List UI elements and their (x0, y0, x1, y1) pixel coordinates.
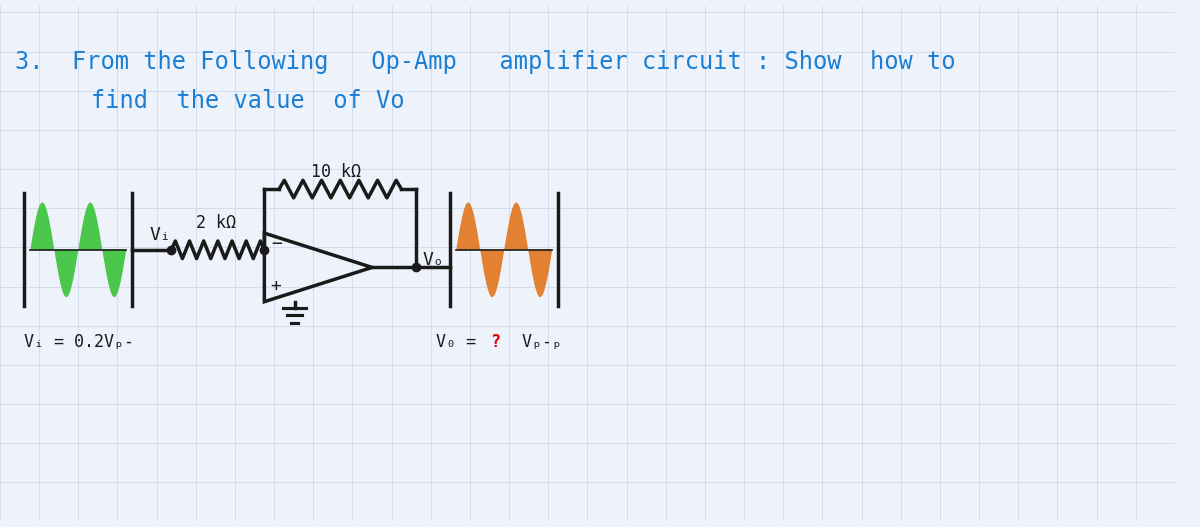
Polygon shape (30, 202, 54, 250)
Polygon shape (528, 250, 552, 297)
Polygon shape (102, 250, 126, 297)
Text: Vᵢ = 0.2Vₚ-: Vᵢ = 0.2Vₚ- (24, 333, 134, 351)
Polygon shape (504, 202, 528, 250)
Text: 2 kΩ: 2 kΩ (197, 214, 236, 232)
Text: Vᵢ: Vᵢ (150, 226, 172, 244)
Text: −: − (271, 235, 282, 253)
Text: Vₚ-ₚ: Vₚ-ₚ (512, 333, 562, 351)
Text: +: + (270, 277, 281, 296)
Text: ?: ? (491, 333, 500, 351)
Polygon shape (78, 202, 102, 250)
Text: find  the value  of Vo: find the value of Vo (35, 89, 404, 113)
Text: V₀ =: V₀ = (436, 333, 486, 351)
Polygon shape (480, 250, 504, 297)
Text: 10 kΩ: 10 kΩ (311, 163, 361, 181)
Polygon shape (456, 202, 480, 250)
Polygon shape (54, 250, 78, 297)
Text: Vₒ: Vₒ (422, 251, 445, 269)
Text: 3.  From the Following   Op-Amp   amplifier circuit : Show  how to: 3. From the Following Op-Amp amplifier c… (14, 50, 955, 74)
